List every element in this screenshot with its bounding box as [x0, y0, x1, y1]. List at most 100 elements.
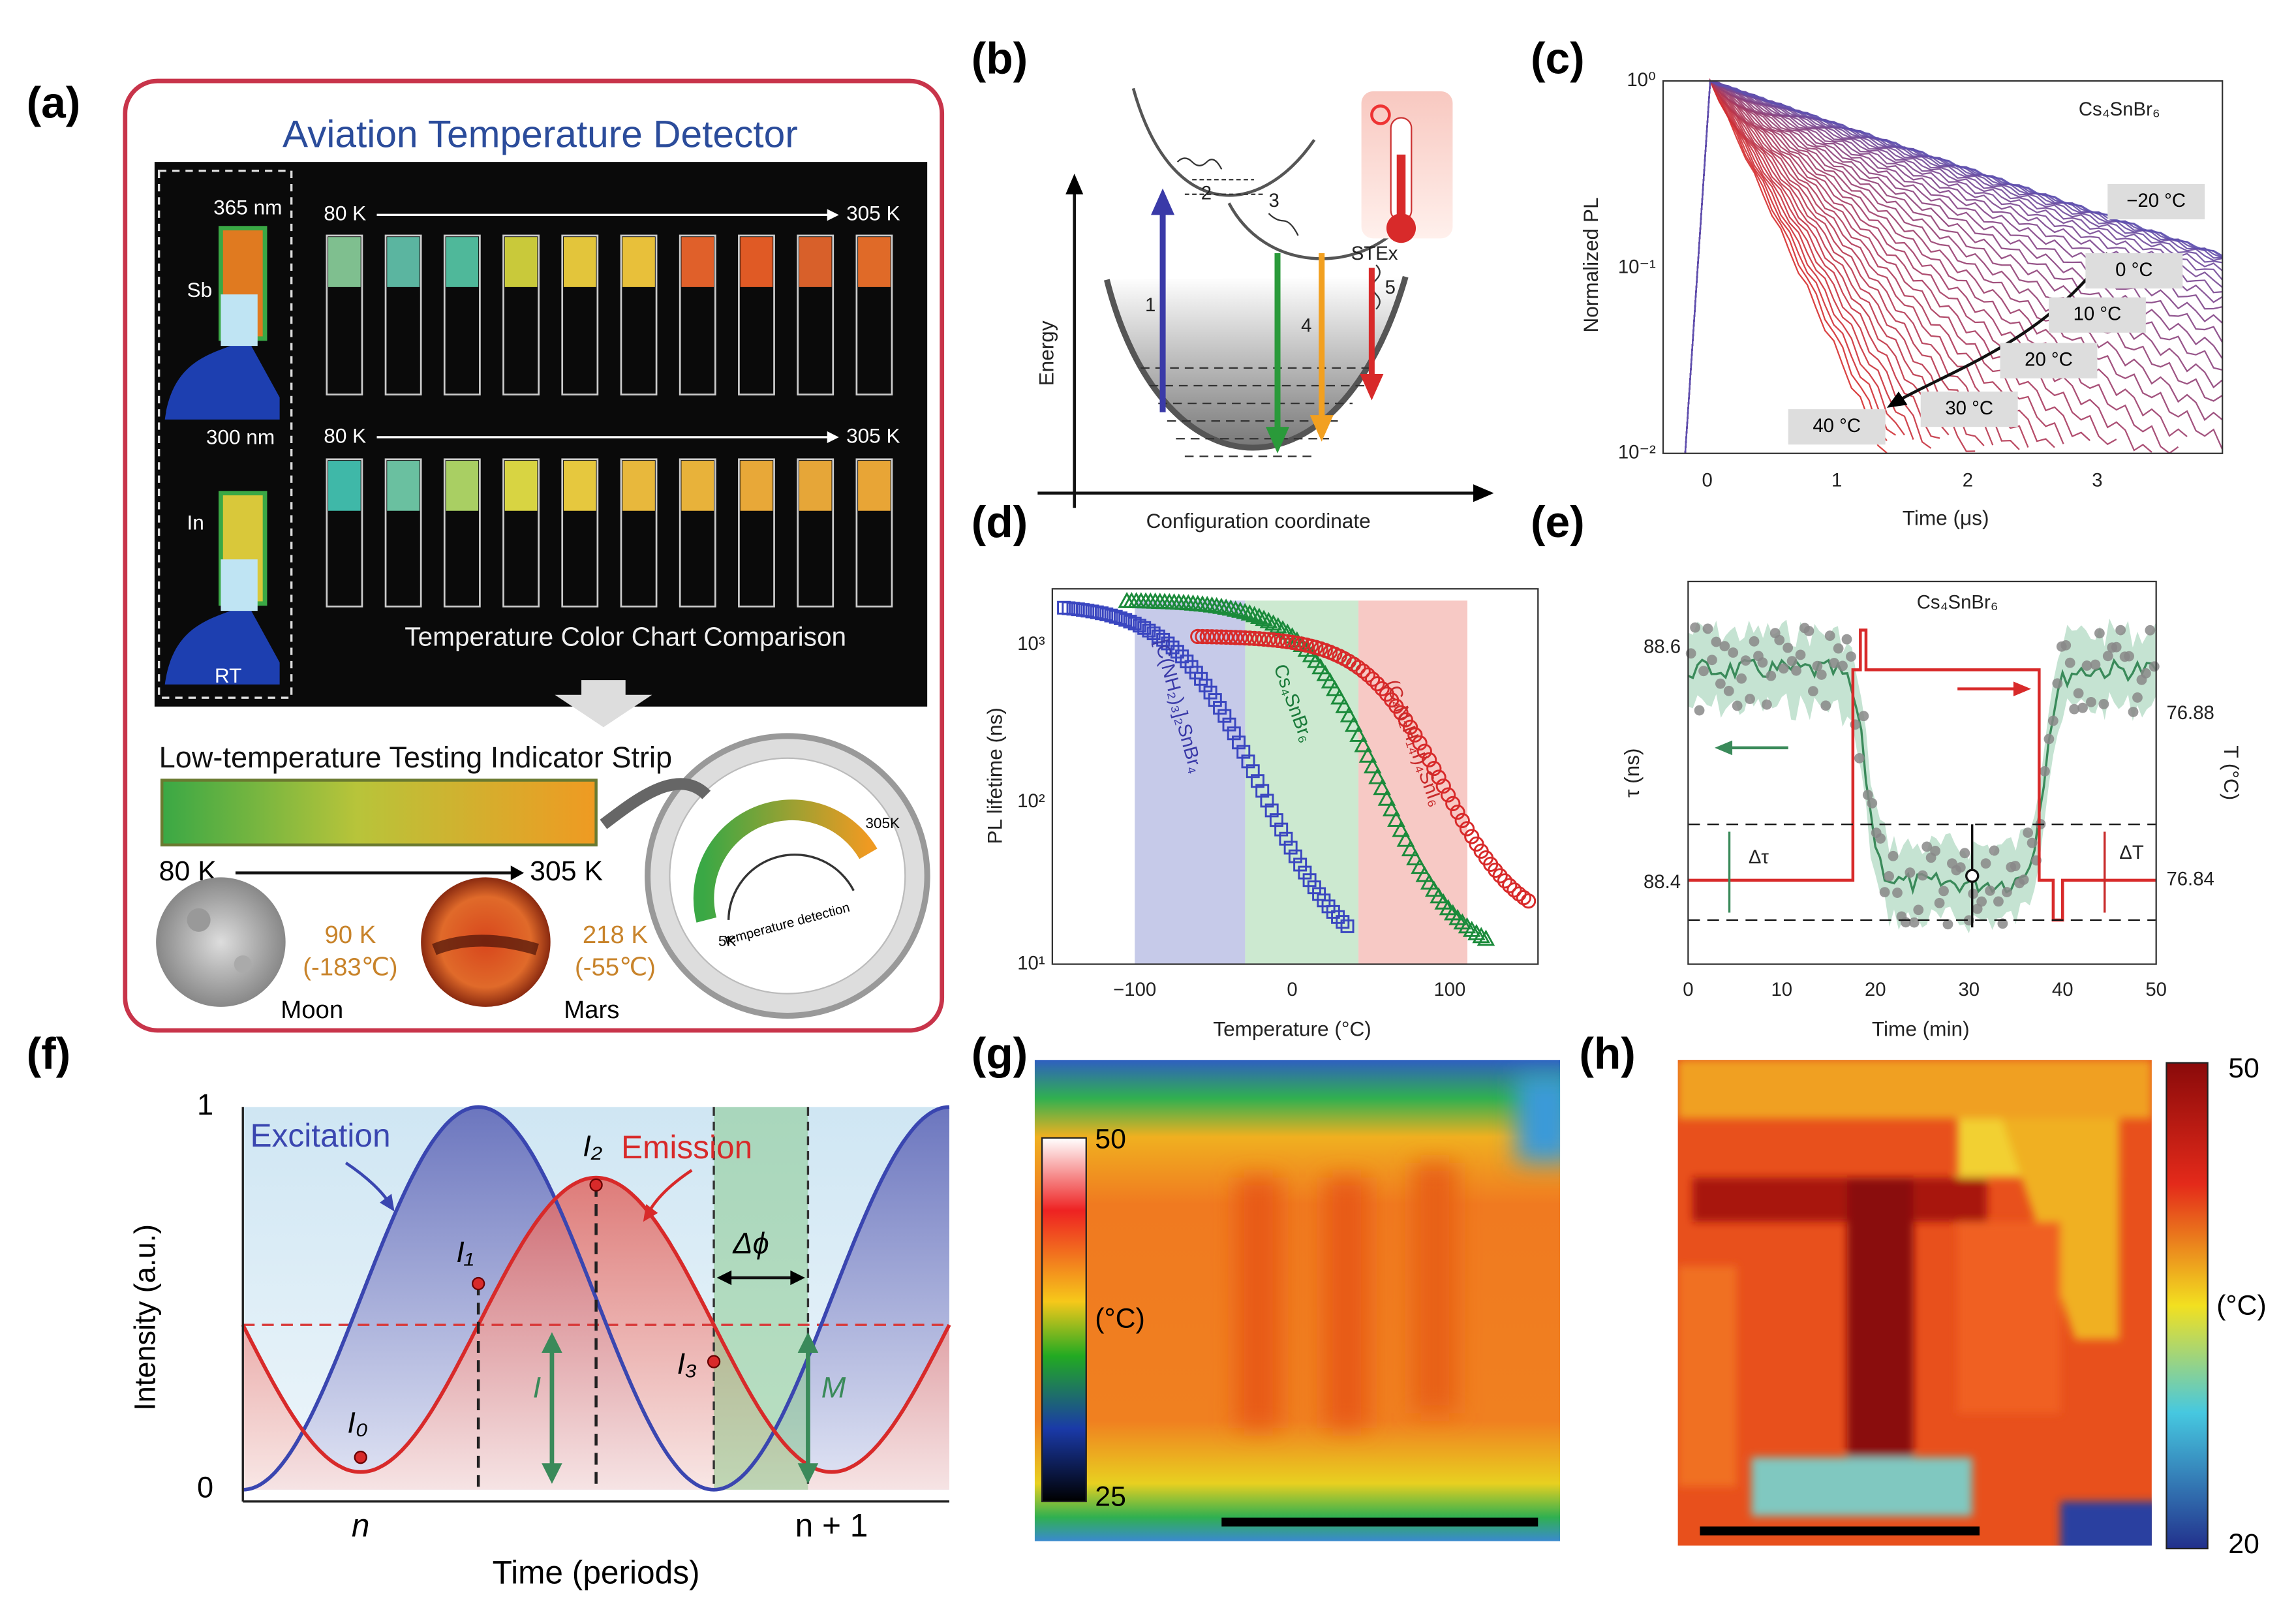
label: RT	[215, 664, 242, 687]
circle-marker	[1247, 630, 1263, 646]
label: 88.4	[1644, 871, 1681, 893]
square-marker	[1109, 610, 1123, 624]
tube	[855, 234, 893, 395]
tube-color	[446, 237, 479, 287]
triangle-marker	[1349, 726, 1368, 742]
tau-point	[1803, 626, 1814, 636]
tube	[679, 234, 716, 395]
label: 0	[197, 1471, 213, 1504]
tube-color	[681, 461, 714, 511]
label: (°C)	[2216, 1289, 2267, 1321]
tau-point	[1698, 666, 1709, 677]
tau-point	[2023, 827, 2034, 838]
stability-data	[1685, 618, 2160, 934]
tau-point	[1786, 656, 1798, 666]
label: I₁	[456, 1235, 474, 1269]
square-marker	[1336, 915, 1350, 929]
tau-point	[1997, 918, 2008, 929]
tau-point	[1837, 660, 1848, 672]
tau-point	[1812, 660, 1823, 672]
panel-f-shape	[643, 1204, 658, 1222]
panel-b-shape	[1309, 415, 1334, 442]
label: M	[821, 1370, 846, 1404]
panel-a-shape	[221, 559, 258, 611]
triangle-marker	[1415, 865, 1434, 882]
triangle-marker	[1330, 688, 1349, 705]
circle-marker	[1398, 712, 1413, 728]
tau-point	[2102, 651, 2113, 662]
triangle-marker	[1325, 679, 1344, 696]
label: 10⁻²	[1618, 442, 1656, 463]
panel-a-shape	[827, 431, 839, 443]
circle-marker	[1459, 821, 1475, 837]
tube-color	[504, 237, 538, 287]
tube-color	[563, 237, 596, 287]
tau-point	[1749, 636, 1760, 647]
tau-point	[1854, 752, 1865, 764]
square-marker	[1302, 873, 1317, 888]
circle-marker	[1256, 631, 1272, 647]
label: Configuration coordinate	[1146, 509, 1371, 533]
label: Emission	[621, 1129, 752, 1166]
label: (f)	[27, 1029, 71, 1078]
tau-point	[1833, 643, 1844, 654]
panel-f: (f) 1 0 n n + 1 Time (periods) Intensity…	[27, 1029, 951, 1591]
circle-marker	[1520, 893, 1537, 909]
label: 50	[2228, 1053, 2259, 1084]
panel-b-shape	[1386, 213, 1416, 243]
label: n + 1	[795, 1507, 868, 1544]
tau-point	[1757, 657, 1768, 668]
panel-h-shape-shape-shape	[1692, 1177, 1987, 1222]
square-marker	[1156, 632, 1171, 647]
label: (b)	[972, 35, 1028, 84]
tag-box	[1920, 392, 2018, 427]
tag-box	[2000, 343, 2098, 378]
tau-point	[1888, 850, 1899, 861]
label: 100	[1433, 979, 1465, 1000]
tube	[797, 234, 834, 395]
panel-h-shape-shape-shape	[1957, 1222, 2061, 1413]
circle-marker	[1242, 630, 1258, 646]
panel-b-shape	[1268, 213, 1299, 236]
square-marker	[1298, 865, 1312, 880]
label: 300 nm	[206, 425, 275, 449]
square-marker	[1208, 693, 1222, 707]
tube-color	[622, 461, 655, 511]
panel-b-shape	[1265, 427, 1290, 454]
panel-g-shape-shape-shape	[1516, 1074, 1561, 1164]
square-marker	[1331, 910, 1345, 924]
square-marker	[1132, 619, 1146, 633]
square-marker	[1227, 726, 1241, 741]
square-marker	[1222, 717, 1236, 732]
triangle-marker	[1354, 735, 1372, 752]
tau-point	[1829, 658, 1840, 668]
circle-marker	[1454, 812, 1470, 829]
square-marker	[1260, 794, 1274, 808]
label: In	[187, 510, 204, 534]
tag-box	[2085, 253, 2183, 289]
panel-b-shape	[1065, 174, 1084, 194]
panel-a-shape	[555, 680, 652, 728]
label: Δϕ	[732, 1226, 769, 1259]
tau-point	[1913, 904, 1924, 916]
label: STEx	[1351, 243, 1398, 264]
label: PL lifetime (ns)	[983, 707, 1007, 844]
triangle-marker	[1363, 757, 1382, 774]
label: 80 K	[324, 424, 366, 447]
panel-f-shape	[243, 1177, 949, 1490]
circle-marker	[1270, 632, 1286, 649]
tau-point	[1783, 642, 1794, 653]
tau-point	[1942, 919, 1953, 930]
tau-point	[1934, 897, 1945, 908]
tau-point	[1723, 685, 1734, 696]
temperature-label: 20 °C	[2025, 348, 2073, 370]
tau-point	[2111, 641, 2122, 653]
decay-curve	[1684, 80, 1888, 454]
label: Sb	[187, 278, 213, 301]
triangle-marker	[1477, 929, 1495, 946]
square-marker	[1288, 849, 1302, 863]
temperature-label: 10 °C	[2074, 303, 2122, 324]
tube	[679, 458, 716, 608]
tau-point	[1732, 700, 1743, 711]
tube-color	[858, 461, 891, 511]
